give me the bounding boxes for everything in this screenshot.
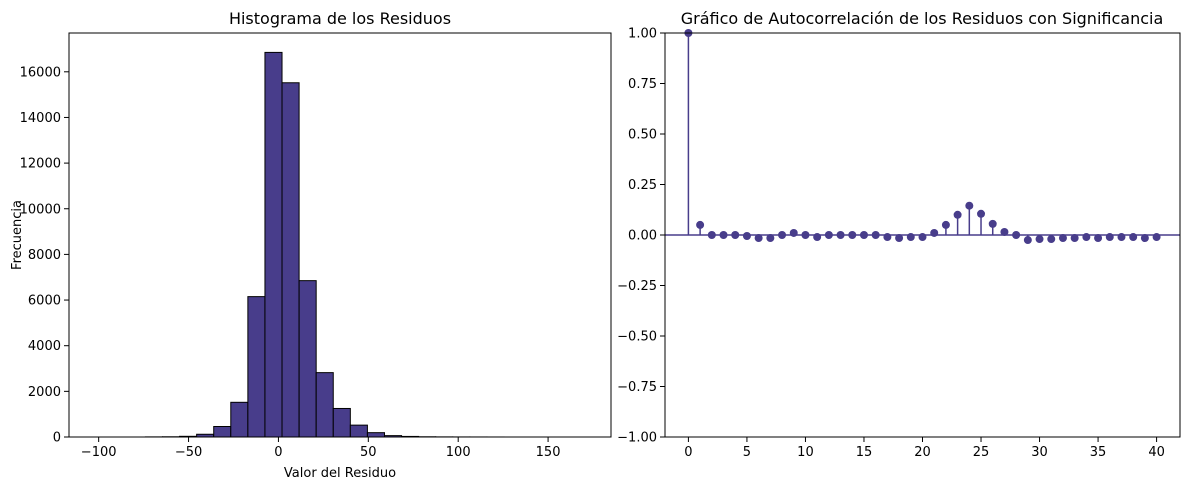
- acf-ytick-label: −0.75: [617, 380, 657, 395]
- acf-xtick-label: 25: [973, 445, 990, 460]
- acf-point: [871, 231, 880, 239]
- acf-ytick-label: 1.00: [628, 27, 657, 42]
- acf-point: [906, 233, 915, 242]
- acf-xtick-label: 15: [856, 445, 873, 460]
- histogram-bars: [144, 51, 505, 438]
- acf-point: [836, 231, 845, 239]
- acf-xtick-label: 35: [1090, 445, 1107, 460]
- acf-point: [918, 233, 927, 242]
- acf-point: [1082, 233, 1091, 242]
- histogram-ytick-label: 10000: [20, 202, 61, 217]
- histogram-ylabel: Frecuencia: [10, 200, 25, 270]
- acf-ytick-label: 0.00: [628, 229, 657, 244]
- histogram-ytick-label: 16000: [20, 65, 61, 80]
- acf-ytick-label: 0.75: [628, 77, 657, 92]
- histogram-bar: [281, 82, 300, 438]
- acf-ytick-label: 0.50: [628, 128, 657, 143]
- acf-ticks: 0 5 10 15 20 25 30 35 40 −1.00 −0.75 −0.50 −0.25 0.00…: [617, 27, 1165, 461]
- histogram-axes-frame: [68, 32, 612, 438]
- acf-point: [754, 234, 763, 243]
- acf-xtick-label: 30: [1031, 445, 1048, 460]
- acf-point: [824, 231, 833, 239]
- acf-point: [813, 233, 822, 242]
- acf-xtick-label: 0: [684, 445, 692, 460]
- acf-point: [953, 210, 962, 219]
- histogram-bar: [298, 280, 317, 438]
- acf-point: [1058, 234, 1067, 243]
- histogram-ytick-label: 0: [53, 431, 61, 446]
- histogram-bar: [315, 372, 334, 438]
- acf-point: [778, 231, 787, 239]
- acf-stems: [665, 29, 1180, 245]
- acf-point: [848, 231, 857, 239]
- histogram-bar: [264, 51, 283, 438]
- acf-point: [1012, 231, 1021, 239]
- histogram-ytick-label: 14000: [20, 111, 61, 126]
- histogram-bar: [366, 432, 385, 438]
- histogram-panel: Histograma de los Residuos −100 −50 0 50 100…: [10, 9, 612, 481]
- histogram-xlabel: Valor del Residuo: [284, 466, 396, 481]
- acf-point: [965, 201, 974, 210]
- acf-point: [930, 228, 939, 237]
- histogram-ytick-label: 4000: [28, 339, 61, 354]
- acf-point: [1035, 235, 1044, 244]
- histogram-xtick-label: −50: [175, 445, 202, 460]
- acf-point: [766, 234, 775, 243]
- acf-point: [977, 209, 986, 218]
- histogram-bar: [247, 296, 266, 438]
- acf-point: [1000, 227, 1009, 236]
- acf-point: [1129, 233, 1138, 242]
- acf-point: [719, 231, 728, 239]
- histogram-ticks: −100 −50 0 50 100 150 0 2000 4000 6000 8000 10000 12…: [20, 65, 561, 460]
- histogram-title: Histograma de los Residuos: [229, 9, 451, 28]
- acf-point: [707, 231, 716, 239]
- acf-point: [1152, 233, 1161, 242]
- acf-point: [1070, 234, 1079, 243]
- acf-xtick-label: 20: [914, 445, 931, 460]
- histogram-bar: [213, 426, 232, 438]
- acf-point: [1047, 235, 1056, 244]
- histogram-xtick-label: 50: [360, 445, 377, 460]
- histogram-ytick-label: 12000: [20, 157, 61, 172]
- histogram-bar: [332, 407, 351, 438]
- acf-point: [1117, 233, 1126, 242]
- acf-point: [941, 220, 950, 229]
- acf-ytick-label: 0.25: [628, 178, 657, 193]
- acf-xtick-label: 5: [743, 445, 751, 460]
- histogram-xtick-label: 150: [536, 445, 561, 460]
- acf-point: [742, 232, 751, 241]
- acf-point: [895, 234, 904, 243]
- acf-xtick-label: 10: [797, 445, 814, 460]
- acf-point: [696, 220, 705, 229]
- histogram-ytick-label: 8000: [28, 248, 61, 263]
- acf-point: [1140, 234, 1149, 243]
- acf-ytick-label: −0.50: [617, 330, 657, 345]
- histogram-bar: [230, 401, 249, 438]
- acf-point: [1105, 233, 1114, 242]
- acf-point: [801, 231, 810, 239]
- histogram-bar: [349, 424, 368, 438]
- acf-ytick-label: −1.00: [617, 431, 657, 446]
- acf-axes-frame: [664, 32, 1181, 438]
- acf-ytick-label: −0.25: [617, 279, 657, 294]
- histogram-xtick-label: −100: [81, 445, 117, 460]
- histogram-xtick-label: 0: [274, 445, 282, 460]
- acf-panel: Gráfico de Autocorrelación de los Residu…: [617, 9, 1181, 461]
- acf-point: [883, 233, 892, 242]
- acf-point: [789, 228, 798, 237]
- acf-point: [859, 231, 868, 239]
- histogram-ytick-label: 2000: [28, 385, 61, 400]
- acf-point: [1094, 234, 1103, 243]
- histogram-xtick-label: 100: [446, 445, 471, 460]
- acf-point: [1023, 236, 1032, 245]
- acf-xtick-label: 40: [1148, 445, 1165, 460]
- histogram-ytick-label: 6000: [28, 294, 61, 309]
- acf-point: [731, 231, 740, 239]
- acf-point: [988, 219, 997, 228]
- acf-title: Gráfico de Autocorrelación de los Residu…: [681, 9, 1164, 28]
